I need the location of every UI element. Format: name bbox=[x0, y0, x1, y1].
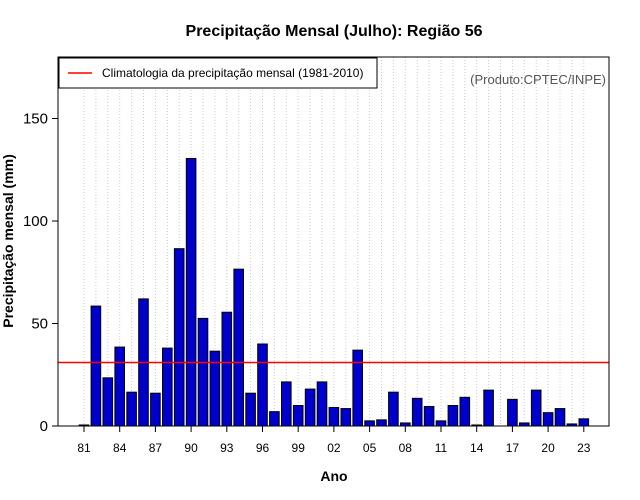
y-tick-label: 100 bbox=[23, 213, 48, 230]
y-tick-label: 50 bbox=[31, 316, 48, 333]
x-tick-label: 84 bbox=[113, 441, 127, 455]
bar-1997 bbox=[269, 411, 280, 427]
bar-2002 bbox=[328, 407, 340, 427]
bar-1991 bbox=[197, 317, 209, 427]
bar-2009 bbox=[411, 397, 423, 427]
bar-2001 bbox=[316, 381, 328, 427]
credit-annotation: (Produto:CPTEC/INPE) bbox=[470, 72, 606, 87]
bar-2004 bbox=[352, 349, 363, 427]
bar-1985 bbox=[126, 391, 137, 427]
bar-1989 bbox=[173, 248, 185, 427]
bar-2023 bbox=[578, 418, 590, 427]
bar-2012 bbox=[447, 405, 459, 427]
bar-1983 bbox=[102, 377, 114, 427]
bar-2013 bbox=[459, 396, 471, 427]
bar-1998 bbox=[281, 381, 292, 427]
bar-1982 bbox=[90, 305, 102, 427]
x-tick-label: 08 bbox=[399, 441, 413, 455]
y-axis-title: Precipitação mensal (mm) bbox=[0, 154, 16, 328]
legend-label: Climatologia da precipitação mensal (198… bbox=[102, 66, 363, 80]
bar-1984 bbox=[114, 346, 126, 427]
bar-2021 bbox=[554, 408, 566, 427]
x-tick-label: 02 bbox=[327, 441, 341, 455]
legend-box bbox=[58, 57, 378, 89]
bar-1994 bbox=[233, 268, 244, 427]
bar-2000 bbox=[304, 388, 316, 427]
legend: Climatologia da precipitação mensal (198… bbox=[58, 57, 378, 89]
x-tick-label: 23 bbox=[577, 441, 591, 455]
y-tick-label: 150 bbox=[23, 111, 48, 128]
bar-2017 bbox=[507, 398, 518, 427]
bar-2010 bbox=[423, 406, 435, 427]
x-tick-label: 11 bbox=[435, 441, 448, 455]
x-tick-label: 90 bbox=[184, 441, 198, 455]
x-tick-label: 96 bbox=[256, 441, 270, 455]
bar-1990 bbox=[185, 157, 197, 427]
y-tick-label: 0 bbox=[40, 418, 48, 435]
bar-2003 bbox=[340, 408, 352, 427]
bar-1988 bbox=[162, 347, 173, 427]
bar-2020 bbox=[542, 412, 554, 427]
bar-2005 bbox=[364, 420, 375, 427]
chart-title: Precipitação Mensal (Julho): Região 56 bbox=[186, 23, 483, 40]
x-tick-label: 99 bbox=[292, 441, 306, 455]
x-axis-title: Ano bbox=[320, 468, 347, 484]
bar-1995 bbox=[245, 392, 256, 427]
bar-2007 bbox=[388, 391, 399, 427]
bar-1987 bbox=[150, 392, 161, 427]
x-tick-label: 05 bbox=[363, 441, 377, 455]
bar-2011 bbox=[435, 420, 447, 427]
x-tick-label: 93 bbox=[220, 441, 234, 455]
bar-1996 bbox=[257, 343, 268, 427]
x-tick-label: 81 bbox=[77, 441, 91, 455]
grid-layer bbox=[83, 57, 585, 426]
bar-2019 bbox=[530, 389, 542, 427]
x-tick-label: 20 bbox=[541, 441, 555, 455]
bar-1993 bbox=[221, 311, 233, 427]
bar-1999 bbox=[292, 405, 304, 427]
x-tick-label: 17 bbox=[506, 441, 520, 455]
bar-2015 bbox=[483, 389, 494, 427]
y-axis: 0 50 100 150 bbox=[23, 111, 58, 435]
bar-2006 bbox=[376, 419, 387, 427]
x-tick-label: 14 bbox=[470, 441, 484, 455]
x-tick-label: 87 bbox=[149, 441, 163, 455]
x-axis: 81 84 87 90 93 96 99 02 05 08 11 14 17 20 23 bbox=[77, 426, 591, 455]
